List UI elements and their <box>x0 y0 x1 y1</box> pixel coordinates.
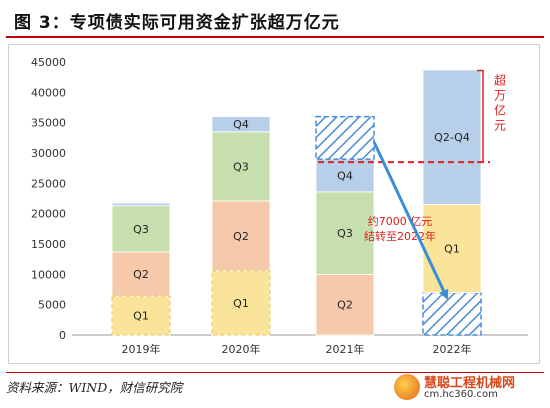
bar-segment-label: Q3 <box>133 223 149 236</box>
source-note: 资料来源：WIND，财信研究院 <box>6 372 544 396</box>
bar-segment-label: Q3 <box>233 160 249 173</box>
y-tick-label: 45000 <box>31 56 66 69</box>
watermark-url: cm.hc360.com <box>424 389 498 400</box>
bar-segment-label: Q1 <box>444 243 460 256</box>
y-tick-label: 0 <box>59 329 66 342</box>
y-tick-label: 35000 <box>31 117 66 130</box>
title-rule <box>6 36 544 38</box>
bracket-label-char: 亿 <box>494 102 506 117</box>
bar-segment <box>211 270 271 336</box>
y-tick-label: 25000 <box>31 177 66 190</box>
bar-segment-label: Q2 <box>133 268 149 281</box>
carryover-arrow <box>372 141 449 300</box>
bar-segment-label: Q2 <box>233 230 249 243</box>
annotation-text: 约7000 亿元 <box>368 215 433 228</box>
x-tick-label: 2020年 <box>222 342 261 356</box>
x-tick-label: 2021年 <box>326 342 365 356</box>
x-tick-label: 2019年 <box>122 342 161 356</box>
x-tick-label: 2022年 <box>433 342 472 356</box>
bar-segment-label: Q4 <box>337 169 353 182</box>
bar-segment <box>422 69 482 205</box>
bar-segment <box>111 202 171 207</box>
q1-dashed-outline <box>111 295 171 336</box>
bar-segment <box>315 273 375 336</box>
bar-segment <box>211 200 271 272</box>
figure-title: 图 3：专项债实际可用资金扩张超万亿元 <box>14 13 340 33</box>
y-tick-label: 5000 <box>38 299 66 312</box>
annotation-text: 结转至2022年 <box>364 229 436 243</box>
bar-segment-label: Q2-Q4 <box>434 131 470 144</box>
bar-segment <box>111 295 171 336</box>
bar-segment <box>211 116 271 133</box>
bar-segment <box>315 191 375 275</box>
bar-segment <box>111 205 171 253</box>
y-tick-label: 10000 <box>31 268 66 281</box>
bar-segment <box>211 131 271 202</box>
bar-segment-label: Q4 <box>233 118 249 131</box>
y-tick-label: 20000 <box>31 208 66 221</box>
bar-stack: Q1 Q2 Q3 Q4 <box>211 116 271 336</box>
y-tick-label: 15000 <box>31 238 66 251</box>
bracket <box>477 69 484 163</box>
bar-segment-label: Q2 <box>337 299 353 312</box>
bar-stack: Q1 Q2 Q3 <box>111 202 171 336</box>
bar-segment-label: Q1 <box>233 297 249 310</box>
bar-segment <box>422 291 482 336</box>
bar-segment <box>315 115 375 160</box>
figure-title-row: 图 3：专项债实际可用资金扩张超万亿元 <box>6 6 544 38</box>
y-tick-label: 30000 <box>31 147 66 160</box>
bracket-label-char: 元 <box>494 118 506 132</box>
y-tick-label: 40000 <box>31 86 66 99</box>
plot-area <box>8 44 540 364</box>
bar-segment-label: Q1 <box>133 310 149 323</box>
bracket-label-char: 万 <box>494 88 506 102</box>
bar-segment <box>422 204 482 293</box>
bar-segment-label: Q3 <box>337 227 353 240</box>
watermark-brand: 慧聪工程机械网 <box>424 376 516 391</box>
q1-dashed-outline <box>211 270 271 336</box>
bracket-label-char: 超 <box>494 72 506 87</box>
bar-stack: Q1 Q2-Q4 <box>422 69 482 336</box>
watermark: 慧聪工程机械网 cm.hc360.com <box>394 372 544 406</box>
watermark-logo-icon <box>394 374 420 400</box>
bar-stack: Q2 Q3 Q4 <box>315 115 375 336</box>
